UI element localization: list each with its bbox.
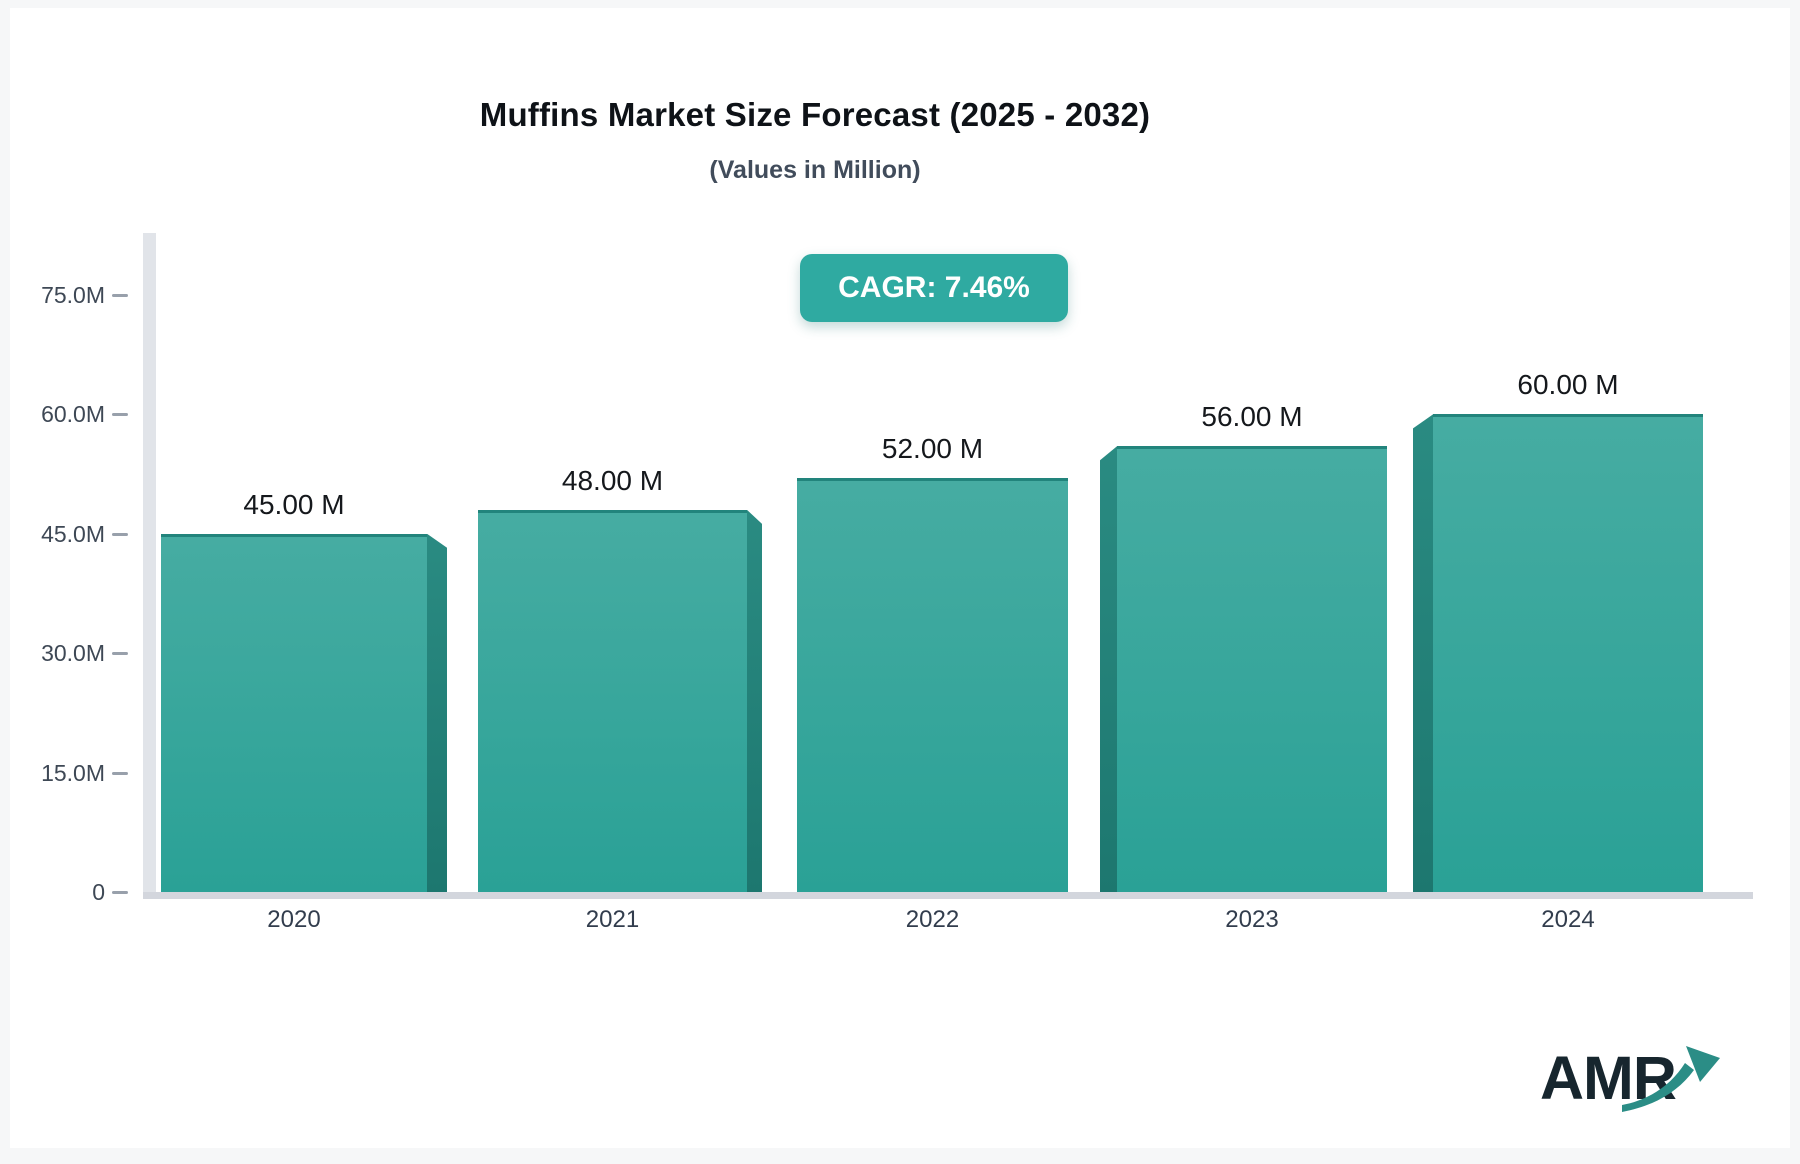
amr-logo: AMR bbox=[1540, 1046, 1730, 1128]
y-tick-label: 75.0M bbox=[41, 282, 105, 308]
y-tick-dash bbox=[112, 652, 128, 656]
x-tick-label: 2024 bbox=[1541, 906, 1595, 933]
bar-face bbox=[478, 509, 747, 892]
bar-group bbox=[797, 478, 1068, 892]
bar-group bbox=[478, 509, 762, 892]
cagr-badge: CAGR: 7.46% bbox=[800, 254, 1068, 322]
y-tick-label: 45.0M bbox=[41, 520, 105, 547]
bar-group bbox=[1100, 446, 1387, 892]
chart-header: Muffins Market Size Forecast (2025 - 203… bbox=[10, 96, 1620, 185]
y-tick-dash bbox=[112, 294, 128, 297]
y-axis-line bbox=[143, 233, 156, 899]
bar-side-face bbox=[747, 509, 762, 892]
x-tick-label: 2022 bbox=[905, 906, 960, 933]
x-axis-line bbox=[143, 892, 1753, 899]
bar-group bbox=[1413, 414, 1703, 892]
bar-side-face bbox=[1413, 414, 1433, 892]
bar-side-face bbox=[427, 533, 447, 892]
growth-arrow-icon bbox=[1622, 1046, 1720, 1112]
bar-value-label: 56.00 M bbox=[1201, 401, 1303, 433]
y-tick-label: 60.0M bbox=[41, 401, 105, 428]
x-tick-label: 2021 bbox=[585, 906, 640, 933]
y-tick-dash bbox=[112, 413, 128, 417]
bar-value-label: 52.00 M bbox=[881, 433, 984, 465]
bar-group bbox=[161, 533, 447, 892]
bar-face bbox=[161, 533, 427, 892]
x-tick-label: 2020 bbox=[267, 906, 321, 933]
bar-face bbox=[1433, 414, 1703, 892]
bar-chart: 0 15.0M 30.0M 45.0M 60.0M 75.0M 45.00 M 2020 48.… bbox=[10, 8, 1800, 1164]
bar-value-label: 60.00 M bbox=[1517, 369, 1619, 401]
y-tick-dash bbox=[112, 891, 128, 894]
bar-face bbox=[1117, 446, 1387, 892]
y-tick-label: 15.0M bbox=[41, 759, 105, 786]
bar-face bbox=[797, 478, 1068, 892]
y-tick-label: 30.0M bbox=[41, 640, 105, 667]
y-tick-dash bbox=[112, 771, 128, 775]
bar-value-label: 48.00 M bbox=[561, 464, 664, 496]
chart-card: Muffins Market Size Forecast (2025 - 203… bbox=[10, 8, 1790, 1148]
x-tick-label: 2023 bbox=[1225, 906, 1279, 933]
chart-title: Muffins Market Size Forecast (2025 - 203… bbox=[479, 96, 1151, 133]
bar-side-face bbox=[1100, 446, 1117, 892]
y-tick-label: 0 bbox=[92, 879, 105, 905]
chart-subtitle: (Values in Million) bbox=[709, 156, 921, 184]
bar-value-label: 45.00 M bbox=[243, 488, 345, 520]
y-tick-dash bbox=[112, 532, 128, 536]
